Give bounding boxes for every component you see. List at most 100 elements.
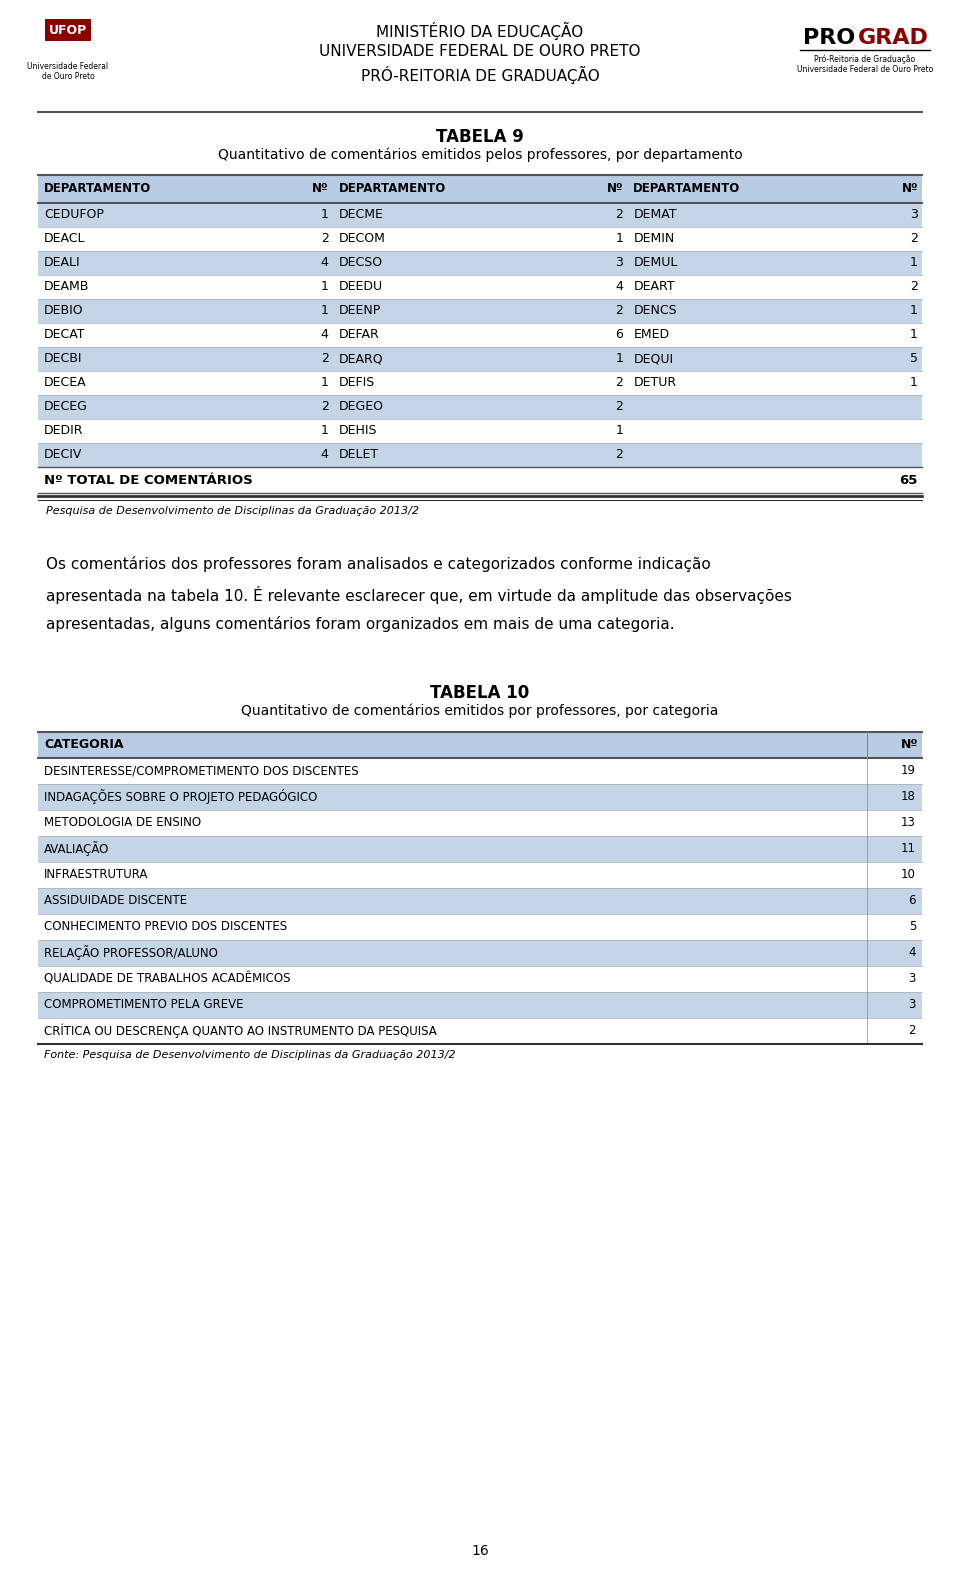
Text: Nº: Nº: [312, 183, 328, 195]
Text: 5: 5: [908, 920, 916, 934]
Text: 1: 1: [910, 304, 918, 318]
Text: DECSO: DECSO: [339, 257, 383, 269]
Bar: [38, 276, 922, 299]
Text: 1: 1: [910, 257, 918, 269]
Text: 3: 3: [908, 999, 916, 1011]
Text: DEPARTAMENTO: DEPARTAMENTO: [634, 183, 740, 195]
Text: 2: 2: [615, 400, 623, 414]
Text: 65: 65: [899, 474, 917, 487]
Text: 10: 10: [901, 868, 916, 882]
Bar: [38, 395, 922, 419]
Text: DECME: DECME: [339, 208, 384, 222]
Text: 1: 1: [321, 304, 328, 318]
Text: CEDUFOP: CEDUFOP: [44, 208, 104, 222]
Bar: [38, 250, 922, 276]
Bar: [38, 419, 922, 443]
Text: 2: 2: [615, 304, 623, 318]
Text: AVALIAÇÃO: AVALIAÇÃO: [44, 841, 109, 857]
Text: DEPARTAMENTO: DEPARTAMENTO: [339, 183, 445, 195]
Bar: [38, 1017, 922, 1044]
Text: 2: 2: [321, 233, 328, 246]
Text: UNIVERSIDADE FEDERAL DE OURO PRETO: UNIVERSIDADE FEDERAL DE OURO PRETO: [320, 44, 640, 58]
Text: 1: 1: [615, 233, 623, 246]
Bar: [38, 175, 922, 203]
Text: DEMAT: DEMAT: [634, 208, 677, 222]
Text: DEPARTAMENTO: DEPARTAMENTO: [44, 183, 152, 195]
Text: 16: 16: [471, 1544, 489, 1558]
Text: PRO: PRO: [803, 28, 855, 47]
Text: DEFAR: DEFAR: [339, 329, 379, 342]
Text: 1: 1: [321, 376, 328, 389]
Text: Quantitativo de comentários emitidos pelos professores, por departamento: Quantitativo de comentários emitidos pel…: [218, 148, 742, 162]
Text: Os comentários dos professores foram analisados e categorizados conforme indicaç: Os comentários dos professores foram ana…: [46, 556, 710, 572]
Text: 1: 1: [910, 329, 918, 342]
Text: DECEG: DECEG: [44, 400, 88, 414]
Text: DEFIS: DEFIS: [339, 376, 375, 389]
Text: 4: 4: [321, 449, 328, 461]
Text: apresentadas, alguns comentários foram organizados em mais de uma categoria.: apresentadas, alguns comentários foram o…: [46, 616, 675, 632]
Text: DEALI: DEALI: [44, 257, 81, 269]
Bar: [38, 443, 922, 468]
Bar: [38, 299, 922, 323]
Text: COMPROMETIMENTO PELA GREVE: COMPROMETIMENTO PELA GREVE: [44, 999, 244, 1011]
Text: 3: 3: [615, 257, 623, 269]
Text: DEMUL: DEMUL: [634, 257, 678, 269]
Bar: [38, 965, 922, 992]
Text: 4: 4: [321, 329, 328, 342]
Text: CATEGORIA: CATEGORIA: [44, 739, 124, 751]
Text: CONHECIMENTO PREVIO DOS DISCENTES: CONHECIMENTO PREVIO DOS DISCENTES: [44, 920, 287, 934]
Text: METODOLOGIA DE ENSINO: METODOLOGIA DE ENSINO: [44, 816, 202, 830]
Text: TABELA 10: TABELA 10: [430, 684, 530, 702]
Text: DEARQ: DEARQ: [339, 353, 383, 365]
Text: INDAGAÇÕES SOBRE O PROJETO PEDAGÓGICO: INDAGAÇÕES SOBRE O PROJETO PEDAGÓGICO: [44, 789, 318, 805]
Text: UFOP: UFOP: [49, 24, 87, 36]
Text: DEMIN: DEMIN: [634, 233, 675, 246]
Text: DEDIR: DEDIR: [44, 425, 84, 438]
Bar: [38, 810, 922, 836]
Text: DEHIS: DEHIS: [339, 425, 377, 438]
Text: Quantitativo de comentários emitidos por professores, por categoria: Quantitativo de comentários emitidos por…: [241, 704, 719, 718]
Text: Nº: Nº: [901, 183, 918, 195]
Text: EMED: EMED: [634, 329, 669, 342]
Text: INFRAESTRUTURA: INFRAESTRUTURA: [44, 868, 149, 882]
Text: 3: 3: [908, 972, 916, 986]
Text: 4: 4: [321, 257, 328, 269]
Bar: [38, 203, 922, 227]
Text: 3: 3: [910, 208, 918, 222]
Text: 18: 18: [901, 791, 916, 803]
Text: DEGEO: DEGEO: [339, 400, 384, 414]
Bar: [38, 732, 922, 758]
Text: GRAD: GRAD: [858, 28, 929, 47]
Text: 6: 6: [908, 895, 916, 907]
Text: DEEDU: DEEDU: [339, 280, 383, 293]
Text: Pró-Reitoria de Graduação: Pró-Reitoria de Graduação: [814, 54, 916, 63]
Text: QUALIDADE DE TRABALHOS ACADÊMICOS: QUALIDADE DE TRABALHOS ACADÊMICOS: [44, 972, 291, 986]
Text: 5: 5: [910, 353, 918, 365]
Text: ASSIDUIDADE DISCENTE: ASSIDUIDADE DISCENTE: [44, 895, 187, 907]
Text: 19: 19: [901, 764, 916, 778]
Text: 2: 2: [615, 449, 623, 461]
Text: 13: 13: [901, 816, 916, 830]
Text: 2: 2: [615, 376, 623, 389]
Text: DEQUI: DEQUI: [634, 353, 674, 365]
Bar: [38, 346, 922, 372]
Text: DECBI: DECBI: [44, 353, 83, 365]
Text: DEACL: DEACL: [44, 233, 85, 246]
Bar: [38, 913, 922, 940]
Bar: [38, 836, 922, 862]
Text: Nº TOTAL DE COMENTÁRIOS: Nº TOTAL DE COMENTÁRIOS: [44, 474, 252, 487]
Text: 1: 1: [910, 376, 918, 389]
Text: 1: 1: [321, 208, 328, 222]
Text: apresentada na tabela 10. É relevante esclarecer que, em virtude da amplitude da: apresentada na tabela 10. É relevante es…: [46, 586, 792, 603]
Bar: [38, 888, 922, 914]
Text: DEENP: DEENP: [339, 304, 381, 318]
Text: DESINTERESSE/COMPROMETIMENTO DOS DISCENTES: DESINTERESSE/COMPROMETIMENTO DOS DISCENT…: [44, 764, 359, 778]
Text: Pesquisa de Desenvolvimento de Disciplinas da Graduação 2013/2: Pesquisa de Desenvolvimento de Disciplin…: [46, 506, 419, 517]
Text: DENCS: DENCS: [634, 304, 677, 318]
Text: 2: 2: [910, 233, 918, 246]
Bar: [38, 784, 922, 810]
Text: 4: 4: [615, 280, 623, 293]
Text: DEBIO: DEBIO: [44, 304, 84, 318]
Text: DEAMB: DEAMB: [44, 280, 89, 293]
Text: 2: 2: [321, 353, 328, 365]
